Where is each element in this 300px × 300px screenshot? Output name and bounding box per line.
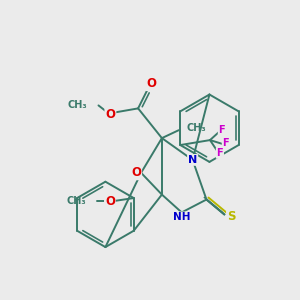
Text: O: O <box>105 194 115 208</box>
Text: O: O <box>146 77 156 90</box>
Text: O: O <box>131 166 141 179</box>
Text: F: F <box>217 148 223 158</box>
Text: F: F <box>223 138 229 148</box>
Text: CH₃: CH₃ <box>67 196 86 206</box>
Text: NH: NH <box>173 212 190 222</box>
Text: CH₃: CH₃ <box>68 100 88 110</box>
Text: N: N <box>188 155 197 165</box>
Text: O: O <box>105 108 116 121</box>
Text: S: S <box>227 210 236 223</box>
Text: CH₃: CH₃ <box>187 123 206 133</box>
Text: F: F <box>219 125 225 135</box>
